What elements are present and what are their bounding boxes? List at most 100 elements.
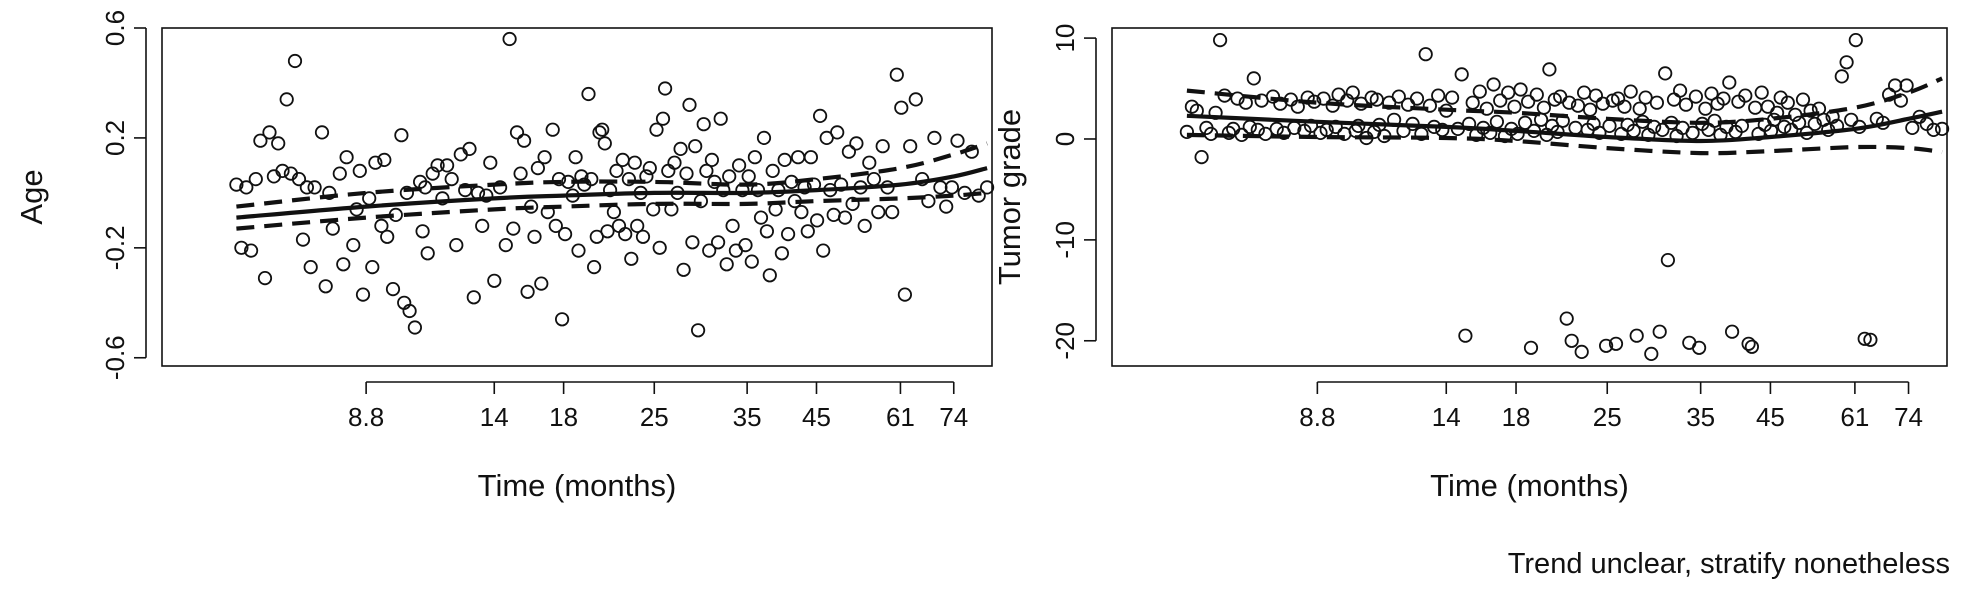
x-axis: 8.8 14 18 25 35 45 61 74 Time (months) <box>1299 381 1923 503</box>
chart-panel-1: 8.8 14 18 25 35 45 61 74 Time (months) -0.6 -0.2 0.… <box>14 10 995 503</box>
data-point <box>589 229 604 244</box>
data-point <box>1265 89 1281 104</box>
data-point <box>1834 69 1849 84</box>
x-axis-title: Time (months) <box>478 468 677 503</box>
smooth-fit-line <box>1186 109 1943 144</box>
data-point <box>1673 83 1688 98</box>
data-point <box>1644 346 1659 361</box>
data-point <box>318 279 333 294</box>
data-point <box>1658 66 1673 81</box>
x-axis-title: Time (months) <box>1430 468 1629 503</box>
data-point <box>1562 95 1577 110</box>
data-point <box>1568 120 1583 136</box>
data-point <box>744 254 759 269</box>
x-tick-label: 14 <box>1432 402 1461 432</box>
data-point <box>1513 82 1528 97</box>
data-point <box>688 139 703 154</box>
data-point <box>586 259 602 275</box>
data-point <box>1738 88 1753 103</box>
y-tick-label: 0 <box>1050 132 1080 146</box>
data-point <box>516 133 532 148</box>
data-point <box>1536 100 1552 115</box>
data-point <box>462 141 477 156</box>
data-point <box>355 287 371 302</box>
data-point <box>1472 84 1487 99</box>
x-tick-label: 35 <box>733 402 762 432</box>
data-point <box>1523 340 1539 355</box>
data-point <box>661 163 676 178</box>
data-point <box>1807 116 1822 132</box>
x-tick-label: 45 <box>802 402 831 432</box>
data-point <box>487 273 502 288</box>
data-point <box>655 111 671 126</box>
data-point <box>753 210 769 225</box>
data-point <box>1431 88 1446 103</box>
data-point <box>557 227 573 242</box>
data-point <box>624 251 639 266</box>
data-point <box>849 136 864 151</box>
data-point <box>346 238 361 253</box>
data-point <box>1269 121 1284 136</box>
data-point <box>790 150 806 165</box>
y-tick-label: 0.2 <box>100 120 130 156</box>
x-axis: 8.8 14 18 25 35 45 61 74 Time (months) <box>348 381 968 503</box>
data-point <box>1465 95 1480 110</box>
data-point <box>1773 90 1788 105</box>
data-point <box>1777 119 1792 135</box>
data-point <box>1521 94 1536 109</box>
data-point <box>1848 32 1863 48</box>
data-point <box>275 163 290 178</box>
data-point <box>731 158 747 173</box>
data-point <box>780 227 796 242</box>
data-point <box>794 205 809 220</box>
data-point <box>253 133 268 148</box>
data-point <box>571 243 586 258</box>
data-point <box>642 161 657 176</box>
data-point <box>244 243 259 258</box>
x-tick-label: 74 <box>939 402 968 432</box>
x-tick-label: 14 <box>480 402 509 432</box>
data-point <box>845 196 860 211</box>
data-point <box>696 117 711 132</box>
data-point <box>1803 103 1818 118</box>
data-point <box>803 150 819 165</box>
chart-panel-2: 8.8 14 18 25 35 45 61 74 Time (months) -20 -10 0 10 T… <box>992 24 1950 503</box>
data-point <box>1741 336 1756 351</box>
data-point <box>291 172 307 187</box>
data-point <box>611 218 627 233</box>
data-point <box>1345 85 1360 100</box>
data-point <box>1629 328 1644 343</box>
data-point <box>830 125 845 140</box>
data-point <box>862 155 877 170</box>
x-tick-label: 25 <box>1593 402 1622 432</box>
data-point <box>415 224 430 239</box>
data-point <box>857 218 872 233</box>
data-point <box>871 205 886 220</box>
data-point <box>425 166 440 181</box>
x-tick-label: 8.8 <box>1299 402 1335 432</box>
data-point <box>234 240 249 255</box>
data-point <box>568 150 583 165</box>
data-point <box>885 205 900 220</box>
y-tick-label: -20 <box>1050 322 1080 360</box>
data-point <box>339 150 354 165</box>
x-tick-label: 45 <box>1756 402 1785 432</box>
data-point <box>325 221 340 236</box>
data-point <box>1844 112 1859 127</box>
data-point <box>1760 99 1776 114</box>
data-point <box>1351 118 1366 134</box>
data-point <box>710 235 726 250</box>
data-point <box>1331 87 1346 102</box>
data-point <box>248 172 263 187</box>
data-point <box>1445 90 1460 105</box>
data-point <box>713 111 728 126</box>
data-point <box>385 281 401 297</box>
data-point <box>707 174 722 189</box>
data-point <box>741 169 756 184</box>
data-point <box>1542 62 1557 77</box>
data-point <box>548 218 563 233</box>
data-point <box>809 213 825 228</box>
data-point <box>303 259 318 275</box>
data-point <box>1608 336 1624 351</box>
data-point <box>652 240 667 255</box>
